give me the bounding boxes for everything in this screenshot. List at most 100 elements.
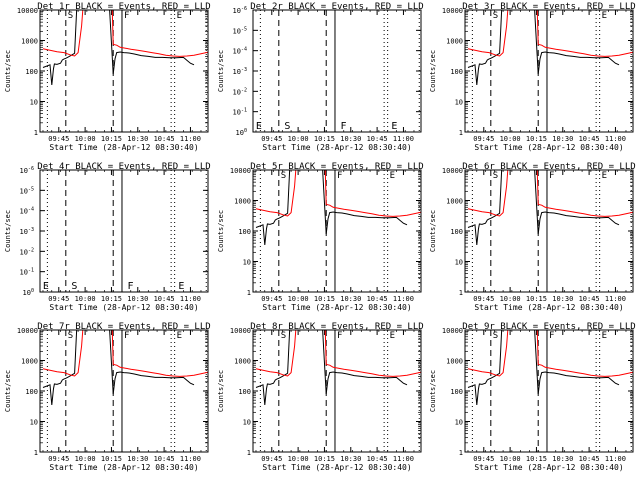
x-axis-label: Start Time (28-Apr-12 08:30:40): [262, 143, 411, 152]
series-group: [255, 330, 421, 405]
series-group: [467, 10, 633, 85]
series-events-line: [255, 330, 408, 405]
y-tick-label: 10: [243, 259, 251, 267]
series-lld-line: [42, 10, 208, 57]
y-tick-label: 1: [459, 129, 463, 137]
series-events-line: [467, 170, 620, 245]
x-tick-label: 10:00: [500, 135, 521, 143]
x-tick-label: 10:00: [75, 295, 96, 303]
y-tick-label: 10-4: [233, 47, 247, 56]
series-lld-line: [255, 330, 421, 377]
x-tick-label: 10:45: [579, 455, 600, 463]
y-axis-label: Counts/sec: [429, 50, 437, 92]
x-tick-label: 10:00: [288, 455, 309, 463]
x-axis-label: Start Time (28-Apr-12 08:30:40): [49, 303, 198, 312]
y-tick-label: 100: [236, 128, 247, 137]
y-axis-label: Counts/sec: [217, 370, 225, 412]
y-tick-label: 10-4: [20, 207, 34, 216]
event-marker-s: S: [281, 171, 286, 181]
x-tick-label: 10:30: [340, 455, 361, 463]
plot-frame: [252, 329, 422, 453]
panel-title: Det 6r BLACK = Events, RED = LLD: [462, 162, 635, 172]
panel-title: Det 7r BLACK = Events, RED = LLD: [37, 322, 210, 332]
series-lld-line: [467, 170, 633, 217]
y-tick-label: 1000: [21, 38, 38, 46]
x-axis-label: Start Time (28-Apr-12 08:30:40): [474, 463, 623, 472]
panel-det-9: Det 9r BLACK = Events, RED = LLD Counts/s…: [429, 322, 636, 472]
event-marker-e: E: [602, 171, 607, 181]
x-tick-label: 10:15: [526, 135, 547, 143]
series-group: [255, 170, 421, 245]
y-tick-label: 100: [25, 68, 38, 76]
y-tick-label: 10-2: [233, 87, 247, 96]
x-tick-label: 11:00: [180, 295, 201, 303]
y-tick-label: 100: [25, 388, 38, 396]
y-tick-label: 100: [450, 68, 463, 76]
y-tick-label: 1: [247, 289, 251, 297]
y-axis-label: Counts/sec: [429, 370, 437, 412]
x-axis-label: Start Time (28-Apr-12 08:30:40): [262, 303, 411, 312]
x-axis-label: Start Time (28-Apr-12 08:30:40): [49, 143, 198, 152]
x-axis-label: Start Time (28-Apr-12 08:30:40): [262, 463, 411, 472]
x-tick-label: 10:45: [367, 135, 388, 143]
event-marker-f: F: [340, 121, 346, 132]
event-marker-f: F: [337, 331, 342, 341]
y-axis-label: Counts/sec: [217, 210, 225, 252]
event-marker-s: S: [493, 331, 498, 341]
panel-det-8: Det 8r BLACK = Events, RED = LLD Counts/s…: [217, 322, 424, 472]
y-tick-label: 10000: [17, 7, 38, 15]
y-tick-label: 10-6: [233, 6, 247, 15]
y-tick-label: 10-5: [20, 186, 34, 195]
y-axis-label: Counts/sec: [4, 210, 12, 252]
y-tick-label: 1: [459, 449, 463, 457]
event-marker-s: S: [284, 121, 290, 132]
event-marker-e: E: [391, 121, 397, 132]
y-axis-label: Counts/sec: [217, 50, 225, 92]
event-marker-s: S: [493, 171, 498, 181]
y-tick-label: 1: [34, 449, 38, 457]
x-tick-label: 10:15: [526, 455, 547, 463]
series-events-line: [467, 10, 620, 85]
x-tick-label: 10:45: [154, 135, 175, 143]
x-tick-label: 10:45: [367, 295, 388, 303]
series-events-line: [255, 170, 408, 245]
x-tick-label: 10:30: [340, 135, 361, 143]
y-axis-label: Counts/sec: [4, 370, 12, 412]
series-events-line: [42, 330, 195, 405]
y-tick-label: 10000: [442, 7, 463, 15]
x-tick-label: 10:00: [500, 455, 521, 463]
y-tick-label: 10-3: [20, 227, 34, 236]
panel-det-2: Det 2r BLACK = Events, RED = LLD Counts/s…: [217, 2, 424, 152]
x-tick-label: 10:30: [552, 135, 573, 143]
event-marker-e: E: [602, 331, 607, 341]
x-tick-label: 11:00: [393, 135, 414, 143]
x-tick-label: 10:30: [127, 135, 148, 143]
y-tick-label: 10-2: [20, 247, 34, 256]
x-tick-label: 10:30: [127, 455, 148, 463]
x-tick-label: 10:45: [367, 455, 388, 463]
x-tick-label: 09:45: [48, 455, 69, 463]
y-tick-label: 10: [455, 259, 463, 267]
x-tick-label: 09:45: [261, 135, 282, 143]
plot-frame: [39, 329, 209, 453]
x-tick-label: 09:45: [48, 295, 69, 303]
event-marker-e: E: [178, 281, 184, 292]
plot-frame: [39, 9, 209, 133]
y-tick-label: 1: [247, 449, 251, 457]
event-marker-e: E: [256, 121, 262, 132]
x-tick-label: 10:15: [314, 135, 335, 143]
x-tick-label: 10:00: [288, 295, 309, 303]
plot-frame: [464, 169, 634, 293]
event-marker-e: E: [602, 11, 607, 21]
event-marker-e: E: [390, 331, 395, 341]
event-marker-e: E: [390, 171, 395, 181]
x-tick-label: 10:15: [101, 135, 122, 143]
event-marker-f: F: [127, 281, 133, 292]
panel-title: Det 4r BLACK = Events, RED = LLD: [37, 162, 210, 172]
y-tick-label: 1000: [21, 358, 38, 366]
x-tick-label: 10:15: [526, 295, 547, 303]
y-tick-label: 10-5: [233, 26, 247, 35]
y-tick-label: 10: [30, 99, 38, 107]
series-lld-line: [255, 170, 421, 217]
